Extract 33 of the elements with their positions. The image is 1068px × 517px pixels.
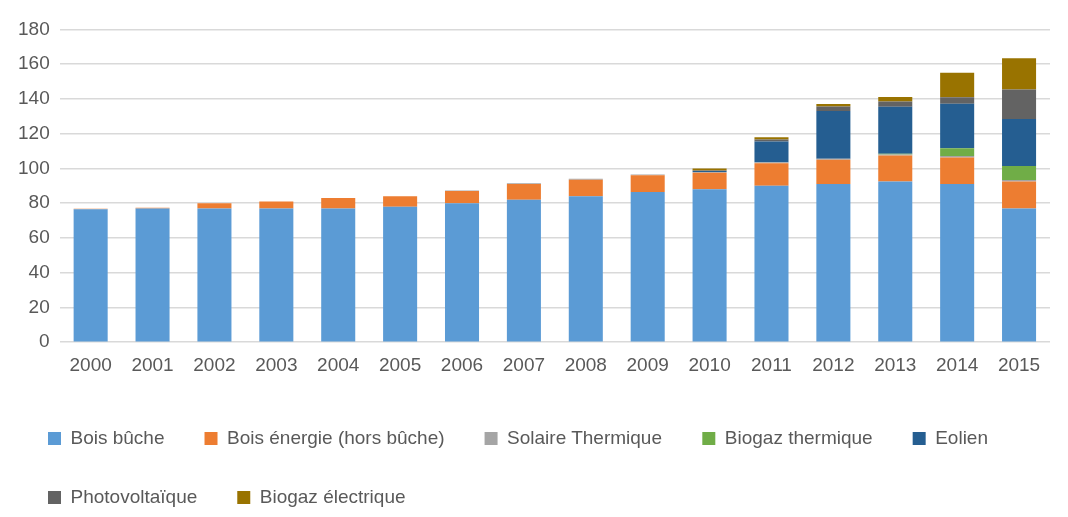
y-tick-label: 0	[39, 330, 50, 352]
legend-label: Eolien	[935, 426, 988, 448]
x-tick-label: 2012	[812, 353, 855, 375]
y-tick-label: 20	[28, 295, 50, 317]
y-tick-label: 100	[18, 156, 50, 178]
x-tick-label: 2010	[688, 353, 731, 375]
x-tick-label: 2007	[502, 353, 546, 375]
x-tick-label: 2013	[874, 353, 917, 375]
legend-label: Biogaz électrique	[259, 485, 406, 507]
x-tick-label: 2003	[255, 353, 298, 375]
x-tick-label: 2014	[936, 353, 979, 375]
x-tick-label: 2006	[440, 353, 484, 375]
x-tick-label: 2001	[131, 353, 174, 375]
y-tick-label: 160	[18, 52, 50, 74]
y-tick-label: 140	[18, 87, 50, 109]
x-tick-label: 2015	[997, 353, 1041, 375]
x-tick-label: 2004	[317, 353, 360, 375]
legend-label: Photovoltaïque	[70, 485, 198, 507]
x-tick-label: 2008	[564, 353, 607, 375]
y-tick-label: 60	[28, 226, 50, 248]
x-tick-label: 2000	[69, 353, 112, 375]
legend-label: Solaire Thermique	[507, 426, 662, 448]
legend-label: Biogaz thermique	[724, 426, 873, 448]
x-tick-label: 2011	[751, 353, 792, 375]
x-tick-label: 2002	[193, 353, 236, 375]
y-tick-label: 180	[18, 17, 50, 39]
x-tick-label: 2009	[626, 353, 669, 375]
legend-label: Bois bûche	[70, 426, 165, 448]
y-tick-label: 80	[28, 191, 50, 213]
y-tick-label: 120	[18, 121, 50, 143]
y-tick-label: 40	[28, 260, 50, 282]
legend-label: Bois énergie (hors bûche)	[227, 426, 445, 448]
x-tick-label: 2005	[378, 353, 422, 375]
